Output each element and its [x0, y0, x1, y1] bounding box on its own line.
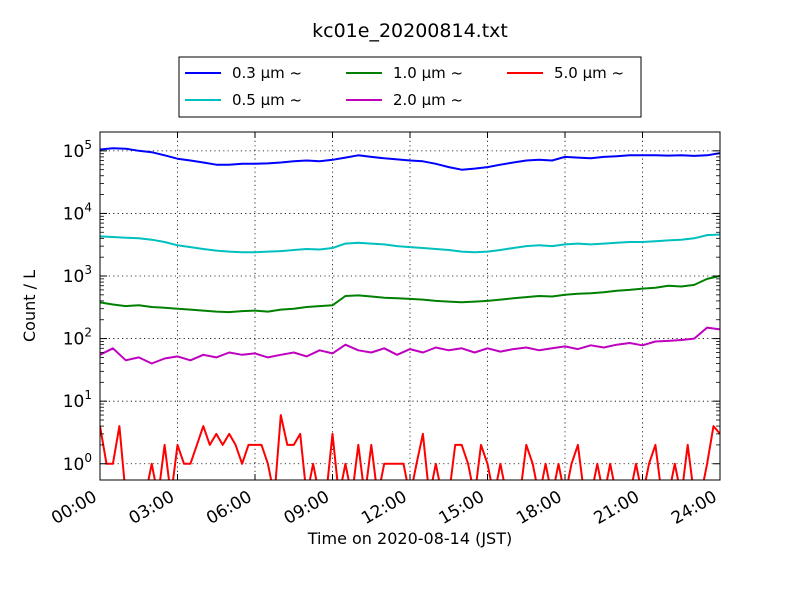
grid-lines [100, 132, 720, 480]
series-line-1 [100, 233, 720, 254]
y-tick-label: 100 [63, 451, 92, 475]
legend-box [178, 56, 642, 118]
y-tick-label: 105 [63, 138, 92, 162]
x-tick-label: 06:00 [203, 487, 255, 529]
x-tick-labels: 00:00 03:00 06:00 09:00 12:00 15:00 18:00 21:00… [48, 487, 720, 529]
y-axis-label: Count / L [20, 270, 39, 342]
series-line-3 [100, 326, 720, 365]
x-tick-label: 21:00 [591, 487, 643, 529]
x-tick-label: 18:00 [513, 487, 565, 529]
x-tick-label: 12:00 [358, 487, 410, 529]
x-tick-label: 09:00 [281, 487, 333, 529]
y-tick-label: 101 [63, 388, 92, 412]
chart-title: kc01e_20200814.txt [312, 20, 508, 42]
series-line-4 [100, 414, 720, 480]
series-line-2 [100, 275, 720, 314]
series-lines [100, 147, 720, 480]
legend: 0.3 μm ~ 0.5 μm ~ 1.0 μm ~ 2.0 μm ~ 5.0 μm ~ [178, 56, 642, 118]
y-tick-label: 104 [63, 200, 92, 224]
legend-label-0: 0.3 μm ~ [232, 64, 302, 82]
x-tick-label: 15:00 [436, 487, 488, 529]
y-tick-label: 102 [63, 326, 92, 350]
x-tick-label: 24:00 [668, 487, 720, 529]
y-tick-label: 103 [63, 263, 92, 287]
x-tick-label: 00:00 [48, 487, 100, 529]
legend-label-3: 2.0 μm ~ [393, 91, 463, 109]
legend-label-1: 0.5 μm ~ [232, 91, 302, 109]
x-axis-label: Time on 2020-08-14 (JST) [307, 529, 512, 548]
x-tick-label: 03:00 [126, 487, 178, 529]
y-tick-labels: 100 101 102 103 104 105 [63, 138, 92, 475]
series-line-0 [100, 147, 720, 171]
legend-label-4: 5.0 μm ~ [554, 64, 624, 82]
ticks [99, 132, 721, 480]
legend-label-2: 1.0 μm ~ [393, 64, 463, 82]
